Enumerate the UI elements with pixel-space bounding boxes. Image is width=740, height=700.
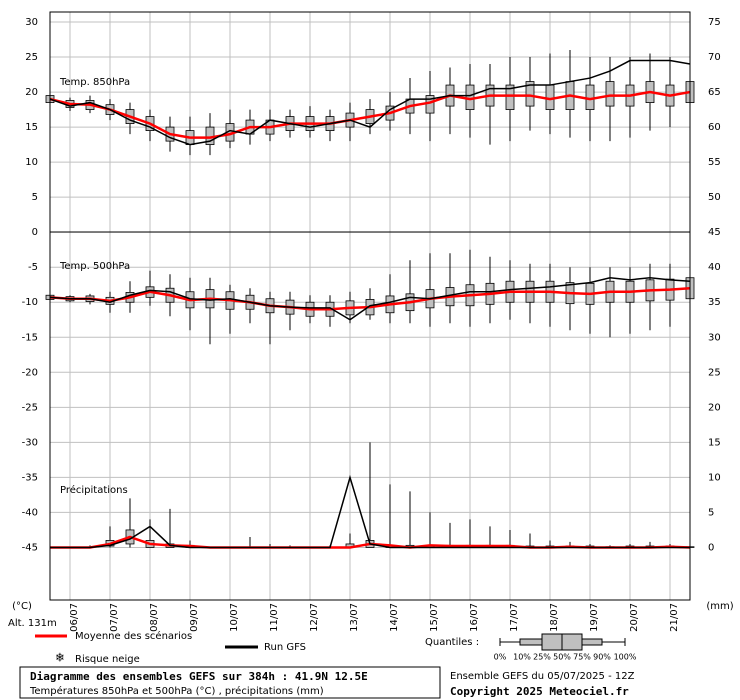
y-tick-label: -25: [22, 402, 38, 413]
box: [605, 81, 615, 107]
y-tick-label: -45: [22, 542, 38, 553]
chart-title: Diagramme des ensembles GEFS sur 384h : …: [30, 670, 368, 683]
y2-tick-label: 65: [708, 87, 721, 98]
quantiles-label: Quantiles :: [425, 637, 479, 648]
y2-tick-label: 40: [708, 262, 721, 273]
altitude: Alt. 131m: [8, 618, 57, 629]
quantile-label: 100%: [614, 653, 637, 662]
x-tick-label: 07/07: [109, 603, 120, 632]
gfs-line: [49, 276, 691, 321]
y-tick-label: 30: [25, 17, 38, 28]
box: [505, 84, 515, 110]
x-tick-label: 08/07: [149, 603, 160, 632]
panel-frame: [49, 231, 691, 601]
y-tick-label: 15: [25, 122, 38, 133]
y2-tick-label: 60: [708, 122, 721, 133]
chart-subtitle: Températures 850hPa et 500hPa (°C) , pré…: [29, 685, 324, 697]
y-tick-label: 5: [32, 192, 38, 203]
mean-line: [49, 90, 691, 139]
x-tick-label: 12/07: [309, 603, 320, 632]
gfs-line: [49, 59, 691, 146]
y-tick-label: -35: [22, 472, 38, 483]
y2-tick-label: 30: [708, 332, 721, 343]
x-tick-label: 17/07: [509, 603, 520, 632]
y2-tick-label: 5: [708, 507, 714, 518]
quantile-label: 50%: [553, 653, 571, 662]
caption-box: [19, 666, 441, 699]
x-tick-label: 11/07: [269, 603, 280, 632]
panel-label: Temp. 850hPa: [59, 77, 130, 88]
x-tick-label: 16/07: [469, 603, 480, 632]
y-tick-label: 25: [25, 52, 38, 63]
y-tick-label: 20: [25, 87, 38, 98]
y2-tick-label: 25: [708, 367, 721, 378]
x-tick-label: 13/07: [349, 603, 360, 632]
y-tick-label: -5: [28, 262, 38, 273]
y2-axis-label: (mm): [706, 601, 733, 612]
y2-tick-label: 10: [708, 472, 721, 483]
y2-tick-label: 55: [708, 157, 721, 168]
y2-tick-label: 50: [708, 192, 721, 203]
x-tick-label: 10/07: [229, 603, 240, 632]
copyright: Copyright 2025 Meteociel.fr: [450, 685, 629, 698]
legend-label: Risque neige: [75, 654, 140, 665]
y-tick-label: 0: [32, 227, 38, 238]
x-tick-label: 15/07: [429, 603, 440, 632]
x-tick-label: 20/07: [629, 603, 640, 632]
panel-label: Temp. 500hPa: [59, 261, 130, 272]
y-tick-label: -15: [22, 332, 38, 343]
quantile-key: [499, 633, 626, 651]
y2-tick-label: 45: [708, 227, 721, 238]
mean-line: [49, 286, 691, 311]
y2-tick-label: 15: [708, 437, 721, 448]
y-tick-label: -40: [22, 507, 38, 518]
quantile-label: 25%: [533, 653, 551, 662]
run-info: Ensemble GEFS du 05/07/2025 - 12Z: [450, 671, 635, 682]
y-tick-label: -20: [22, 367, 38, 378]
y-tick-label: 10: [25, 157, 38, 168]
x-tick-label: 21/07: [669, 603, 680, 632]
y2-tick-label: 35: [708, 297, 721, 308]
quantile-label: 75%: [573, 653, 591, 662]
quantile-label: 90%: [593, 653, 611, 662]
y2-tick-label: 75: [708, 17, 721, 28]
gfs-line: [50, 474, 690, 549]
legend-label: Run GFS: [264, 642, 306, 653]
y2-tick-label: 70: [708, 52, 721, 63]
x-tick-label: 18/07: [549, 603, 560, 632]
x-tick-label: 14/07: [389, 603, 400, 632]
snow-icon: ❄: [55, 651, 65, 665]
box: [525, 81, 535, 107]
quantile-label: 0%: [494, 653, 507, 662]
quantile-label: 10%: [513, 653, 531, 662]
y-tick-label: -30: [22, 437, 38, 448]
x-tick-label: 09/07: [189, 603, 200, 632]
panel-label: Précipitations: [60, 484, 128, 496]
x-tick-label: 06/07: [69, 603, 80, 632]
y2-tick-label: 0: [708, 542, 714, 553]
y-axis-label: (°C): [12, 601, 32, 612]
y-tick-label: -10: [22, 297, 38, 308]
x-tick-label: 19/07: [589, 603, 600, 632]
y2-tick-label: 20: [708, 402, 721, 413]
legend-label: Moyenne des scénarios: [75, 630, 192, 642]
